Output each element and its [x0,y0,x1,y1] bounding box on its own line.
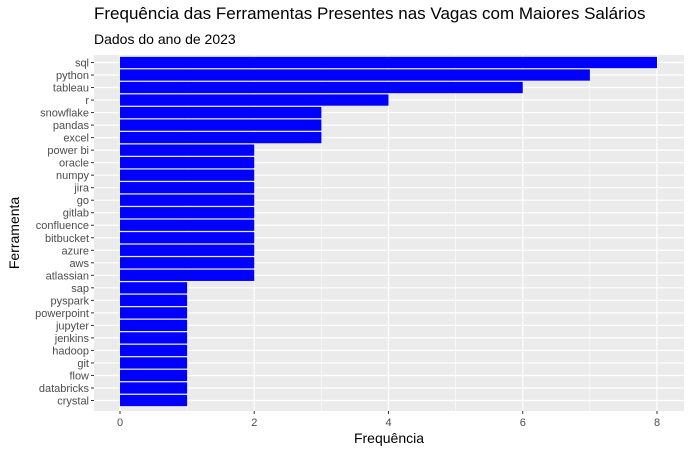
y-tick-label: excel [63,133,89,145]
x-tick-label: 4 [385,417,391,429]
y-tick-label: python [56,70,89,82]
y-tick-label: go [77,195,89,207]
bar-snowflake [120,106,322,119]
bar-go [120,194,255,206]
bar-crystal [120,394,188,407]
y-tick-label: gitlab [63,208,89,220]
bar-pandas [120,119,322,131]
bar-git [120,357,188,369]
x-tick-label: 8 [654,417,660,429]
y-tick-label: r [85,95,89,107]
bar-aws [120,257,255,269]
y-tick-label: sql [75,58,89,70]
y-tick-label: oracle [59,158,89,170]
y-tick-label: bitbucket [45,233,89,245]
y-tick-label: sap [71,283,89,295]
y-tick-label: jupyter [55,320,89,332]
bar-bitbucket [120,232,255,244]
y-tick-label: flow [69,370,89,382]
bar-jupyter [120,319,188,332]
y-tick-label: confluence [36,220,89,232]
bar-power-bi [120,144,255,156]
y-tick-label: databricks [39,383,90,395]
bar-azure [120,244,255,256]
y-tick-label: atlassian [46,270,89,282]
x-axis: 0 2 4 6 8 [117,411,660,429]
chart-title: Frequência das Ferramentas Presentes nas… [94,4,646,23]
y-tick-label: aws [69,258,89,270]
x-tick-label: 2 [251,417,257,429]
bar-jira [120,182,255,194]
bar-flow [120,369,188,382]
y-tick-label: snowflake [40,108,89,120]
bar-numpy [120,169,255,181]
y-tick-label: jenkins [54,333,90,345]
bar-jenkins [120,332,188,344]
y-tick-label: crystal [57,396,89,408]
bar-atlassian [120,269,255,281]
bar-r [120,94,389,106]
bar-gitlab [120,207,255,219]
y-tick-label: powerpoint [35,308,89,320]
bar-sql [120,56,657,69]
y-tick-label: git [77,358,89,370]
bar-oracle [120,157,255,169]
bar-confluence [120,219,255,231]
bars [120,56,657,407]
bar-python [120,69,590,81]
y-tick-label: pandas [53,120,90,132]
x-tick-label: 0 [117,417,123,429]
y-axis: sqlpythontableaursnowflakepandasexcelpow… [35,58,94,408]
chart-subtitle: Dados do ano de 2023 [94,31,236,47]
y-tick-label: hadoop [52,345,89,357]
y-tick-label: numpy [56,170,90,182]
bar-tableau [120,81,523,94]
y-tick-label: azure [61,245,89,257]
y-tick-label: jira [73,183,90,195]
y-tick-label: tableau [53,83,89,95]
bar-pyspark [120,294,188,306]
bar-powerpoint [120,307,188,319]
x-tick-label: 6 [520,417,526,429]
y-axis-label: Ferramenta [6,197,22,270]
bar-sap [120,282,188,294]
x-axis-label: Frequência [354,430,424,446]
bar-excel [120,131,322,144]
bar-hadoop [120,344,188,357]
bar-databricks [120,382,188,394]
y-tick-label: power bi [47,145,89,157]
y-tick-label: pyspark [50,295,89,307]
